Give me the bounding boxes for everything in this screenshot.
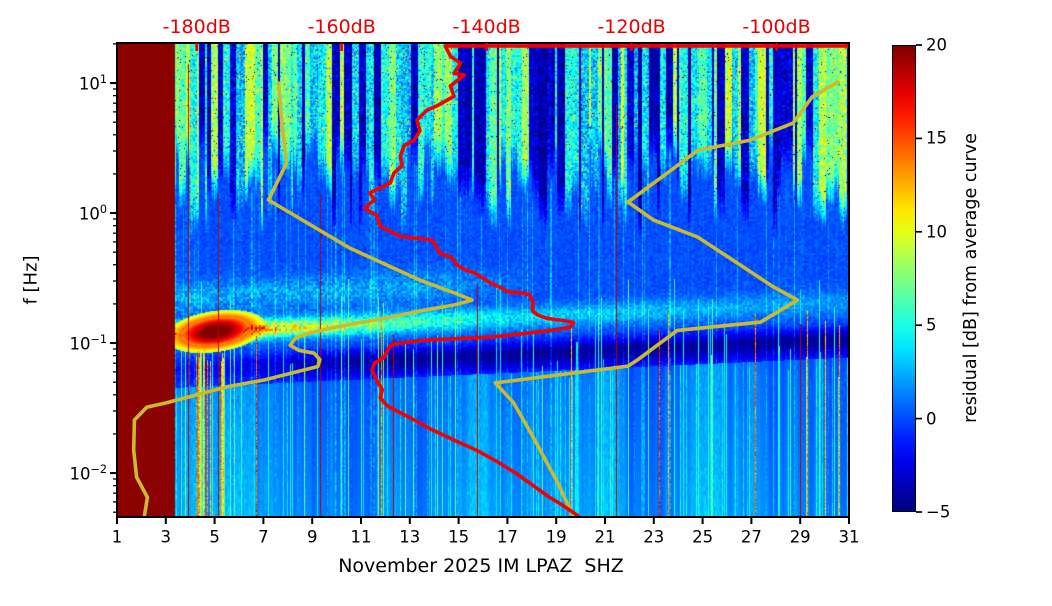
colorbar-tick-label-0: 20: [926, 35, 947, 55]
x-tick-label-29: 29: [789, 527, 811, 547]
reference-curve-high: [493, 80, 840, 517]
x-tick-label-3: 3: [160, 527, 172, 547]
x-tick-label-15: 15: [448, 527, 470, 547]
colorbar-tick-label-1: 15: [926, 128, 947, 148]
top-db-label--100: -100dB: [742, 16, 811, 38]
y-tick-label-1e2: 10−1: [69, 332, 107, 354]
top-db-label--160: -160dB: [307, 16, 376, 38]
y-tick-label-1e0: 101: [78, 72, 107, 94]
x-tick-label-13: 13: [399, 527, 421, 547]
x-tick-label-9: 9: [306, 527, 318, 547]
top-db-label--120: -120dB: [597, 16, 666, 38]
top-db-label--140: -140dB: [452, 16, 521, 38]
x-tick-label-11: 11: [350, 527, 372, 547]
x-tick-label-31: 31: [838, 527, 860, 547]
x-axis-title: November 2025 IM LPAZ SHZ: [338, 555, 624, 577]
colorbar: [892, 45, 916, 512]
x-tick-label-1: 1: [111, 527, 123, 547]
colorbar-tick-label-3: 5: [926, 315, 937, 335]
y-tick-label-1e3: 10−2: [69, 462, 107, 484]
x-tick-label-27: 27: [740, 527, 762, 547]
average-curve: [363, 44, 849, 517]
x-tick-label-5: 5: [209, 527, 220, 547]
colorbar-tick-label-4: 0: [926, 409, 937, 429]
overlay-curves: [131, 44, 849, 517]
x-tick-label-7: 7: [258, 527, 269, 547]
x-tick-label-19: 19: [545, 527, 567, 547]
y-axis-title: f [Hz]: [20, 255, 42, 305]
colorbar-tick-label-5: −5: [926, 502, 951, 522]
reference-curve-low: [131, 81, 474, 517]
top-db-label--180: -180dB: [162, 16, 231, 38]
y-tick-label-1e1: 100: [78, 202, 107, 224]
x-tick-label-21: 21: [594, 527, 616, 547]
colorbar-tick-label-2: 10: [926, 222, 947, 242]
x-tick-label-23: 23: [643, 527, 665, 547]
x-tick-label-17: 17: [496, 527, 518, 547]
colorbar-title: residual [dB] from average curve: [961, 133, 981, 423]
plot-border: [116, 42, 850, 518]
x-tick-label-25: 25: [692, 527, 714, 547]
